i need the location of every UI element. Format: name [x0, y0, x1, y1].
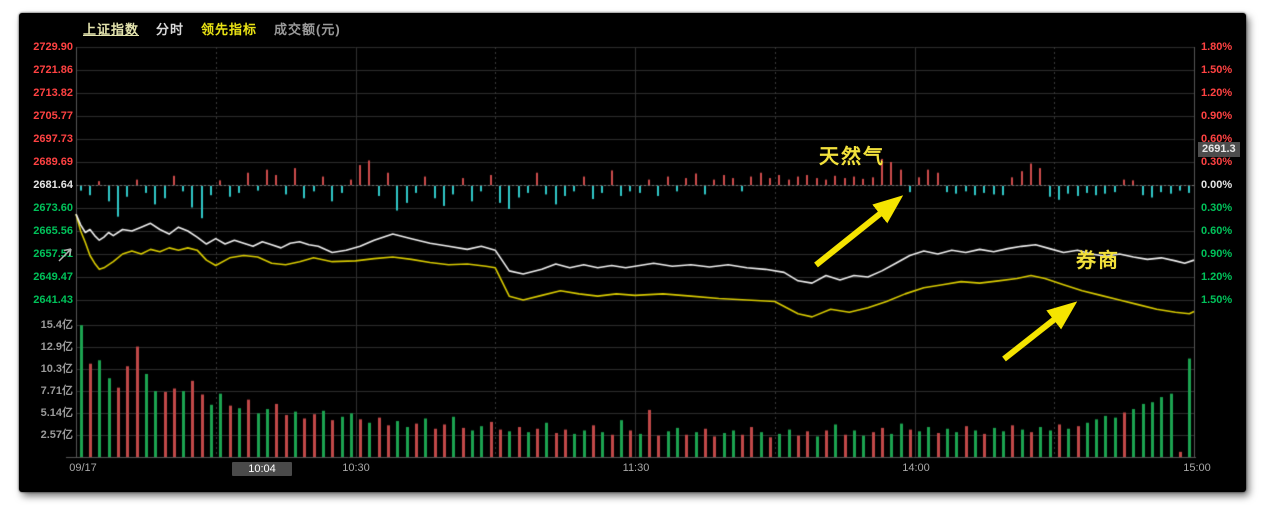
volume-tick-label: 15.4亿 [40, 319, 73, 331]
price-tick-label: 2665.56 [33, 225, 73, 237]
tab-intraday[interactable]: 分时 [156, 22, 185, 37]
time-tick-label: 14:00 [902, 462, 930, 474]
annotation-arrow-brokers [1002, 301, 1078, 362]
volume-tick-label: 2.57亿 [40, 429, 73, 441]
time-tick-label: 10:04 [232, 462, 292, 476]
price-tick-label: 2721.86 [33, 64, 73, 76]
chart-header: 上证指数 分时 领先指标 成交额(元) [83, 19, 341, 38]
time-tick-label: 10:30 [342, 462, 370, 474]
pct-tick-label: 1.20% [1201, 87, 1233, 99]
volume-tick-label: 10.3亿 [40, 363, 73, 375]
time-tick-label: 09/17 [69, 462, 97, 474]
stock-chart-window: 上证指数 分时 领先指标 成交额(元) 2691.3 2729.90 2721.8… [19, 13, 1246, 492]
pct-tick-label: 0.00% [1201, 179, 1233, 191]
time-tick-label: 11:30 [622, 462, 650, 474]
tab-turnover[interactable]: 成交额(元) [274, 22, 341, 37]
tab-leading-indicator[interactable]: 领先指标 [201, 22, 258, 37]
pct-tick-label: 0.90% [1201, 110, 1233, 122]
current-value-badge: 2691.3 [1198, 142, 1240, 157]
volume-tick-label: 7.71亿 [40, 385, 73, 397]
pct-tick-label: 1.50% [1201, 64, 1233, 76]
annotation-layer [58, 195, 1078, 362]
price-tick-label: 2705.77 [33, 110, 73, 122]
volume-tick-label: 12.9亿 [40, 341, 73, 353]
time-tick-label: 15:00 [1183, 462, 1211, 474]
price-tick-label: 2729.90 [33, 41, 73, 53]
price-tick-label: 2689.69 [33, 156, 73, 168]
price-tick-label: 2641.43 [33, 294, 73, 306]
pct-tick-label: 0.90% [1201, 248, 1233, 260]
chart-plot-area[interactable] [19, 13, 1246, 492]
pct-tick-label: 1.80% [1201, 41, 1233, 53]
pct-tick-label: 1.20% [1201, 271, 1233, 283]
annotation-arrow-natural-gas [814, 195, 904, 268]
price-tick-label: 2713.82 [33, 87, 73, 99]
pct-tick-label: 1.50% [1201, 294, 1233, 306]
annotation-label-natural-gas: 天然气 [819, 146, 885, 168]
tab-index-name[interactable]: 上证指数 [83, 22, 140, 37]
pct-tick-label: 0.60% [1201, 225, 1233, 237]
volume-tick-label: 5.14亿 [40, 407, 73, 419]
pct-tick-label: 0.30% [1201, 202, 1233, 214]
price-tick-label: 2673.60 [33, 202, 73, 214]
price-tick-label: 2697.73 [33, 133, 73, 145]
price-tick-label: 2681.64 [33, 179, 73, 191]
price-tick-label: 2649.47 [33, 271, 73, 283]
annotation-label-brokers: 券商 [1076, 250, 1120, 272]
pct-tick-label: 0.30% [1201, 156, 1233, 168]
mouse-cursor-icon [58, 248, 72, 262]
